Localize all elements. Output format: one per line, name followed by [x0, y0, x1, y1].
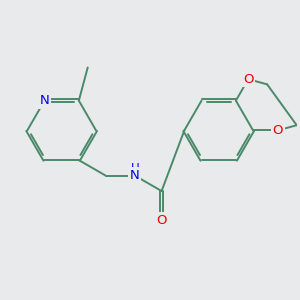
Text: O: O: [156, 214, 167, 227]
Text: N: N: [40, 94, 50, 107]
Text: H: H: [130, 162, 139, 175]
Text: O: O: [272, 124, 283, 137]
Text: N: N: [130, 169, 140, 182]
Text: O: O: [243, 73, 254, 86]
